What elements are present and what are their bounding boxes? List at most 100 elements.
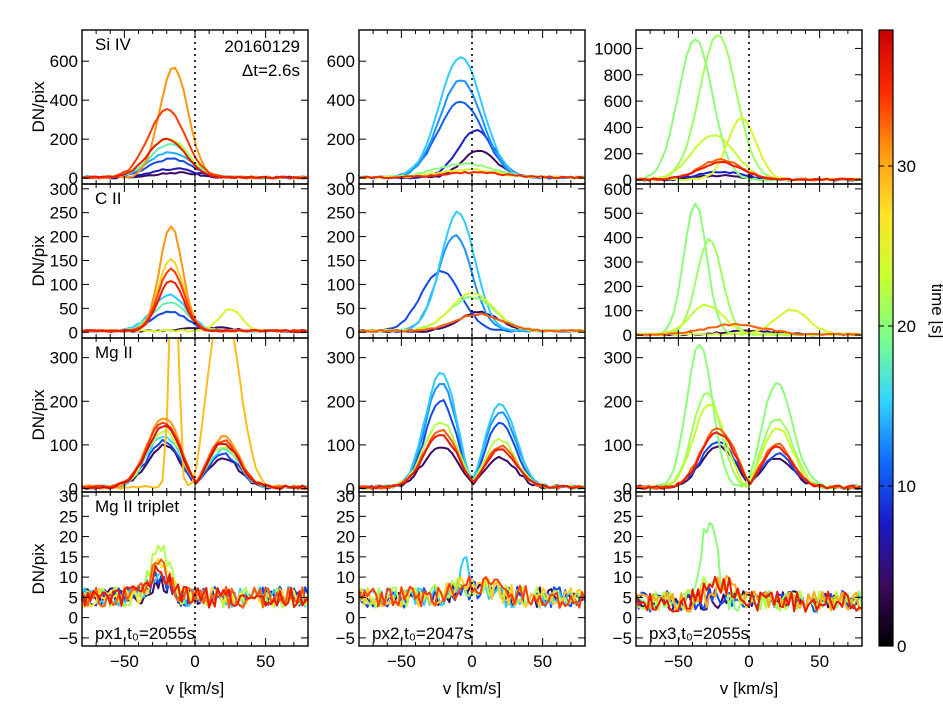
series-line — [359, 171, 584, 179]
y-tick-label: 5 — [69, 588, 78, 607]
panel: 0 200 400 600 — [327, 29, 586, 188]
y-tick-label: 0 — [346, 480, 355, 499]
x-tick-label: 50 — [256, 652, 275, 671]
y-tick-label: 200 — [327, 228, 355, 247]
series-line — [636, 431, 862, 490]
panel: 0 50 100 150 200 250 300 — [327, 180, 586, 342]
y-tick-label: 600 — [604, 92, 632, 111]
series-group — [359, 556, 585, 609]
line-title: Mg II — [95, 343, 133, 362]
y-tick-label: −5 — [336, 629, 355, 648]
y-tick-label: 200 — [50, 392, 78, 411]
x-tick-label: −50 — [387, 652, 416, 671]
row4-ylabel: DN/pix — [29, 543, 48, 595]
y-tick-label: 600 — [604, 180, 632, 199]
line-title: C II — [95, 189, 121, 208]
x-tick-label: 0 — [744, 652, 753, 671]
y-tick-label: 50 — [59, 299, 78, 318]
line-title: Mg II triplet — [95, 497, 179, 516]
y-tick-label: 0 — [69, 480, 78, 499]
colorbar-tick-label: 20 — [897, 317, 916, 336]
panel-frame — [635, 337, 863, 493]
y-tick-label: 10 — [336, 568, 355, 587]
y-tick-label: 400 — [604, 118, 632, 137]
y-tick-label: 0 — [69, 609, 78, 628]
y-tick-label: 200 — [604, 392, 632, 411]
panel-frame — [635, 491, 863, 647]
y-tick-label: 15 — [613, 548, 632, 567]
y-tick-label: 200 — [604, 145, 632, 164]
y-tick-label: 15 — [336, 548, 355, 567]
y-tick-label: 20 — [59, 528, 78, 547]
y-tick-label: 200 — [327, 130, 355, 149]
y-tick-label: 200 — [50, 228, 78, 247]
series-line — [82, 137, 307, 180]
y-tick-label: 100 — [50, 275, 78, 294]
line-title: Si IV — [95, 35, 132, 54]
y-tick-label: 25 — [613, 507, 632, 526]
pixel-time-label: px3,t₀=2055s — [649, 624, 749, 643]
y-tick-label: 100 — [327, 275, 355, 294]
series-line — [636, 34, 861, 182]
colorbar-tick-label: 10 — [897, 477, 916, 496]
panel: 0 100 200 300 — [604, 337, 863, 499]
colorbar-tick-label: 0 — [897, 637, 906, 656]
x-tick-label: 50 — [533, 652, 552, 671]
y-tick-label: −5 — [613, 629, 632, 648]
y-tick-label: 0 — [623, 326, 632, 345]
series-line — [636, 161, 861, 182]
series-line — [82, 293, 307, 333]
y-tick-label: 5 — [346, 588, 355, 607]
y-tick-label: 0 — [346, 609, 355, 628]
series-line — [636, 575, 862, 613]
y-tick-label: 30 — [59, 487, 78, 506]
panel: 0 100 200 300 Mg II — [50, 337, 309, 499]
panel: 0 100 200 300 — [327, 337, 586, 499]
y-tick-label: 5 — [623, 588, 632, 607]
pixel-time-label: px1,t₀=2055s — [95, 624, 195, 643]
series-line — [82, 424, 308, 490]
series-group — [636, 521, 862, 613]
y-tick-label: 30 — [336, 487, 355, 506]
colorbar-gradient — [878, 29, 894, 647]
y-tick-label: 20 — [336, 528, 355, 547]
x-tick-label: 0 — [467, 652, 476, 671]
x-tick-label: 0 — [190, 652, 199, 671]
y-tick-label: 50 — [336, 299, 355, 318]
y-tick-label: 300 — [50, 180, 78, 199]
row1-ylabel: DN/pix — [29, 81, 48, 133]
y-tick-label: 0 — [623, 480, 632, 499]
y-tick-label: 100 — [604, 436, 632, 455]
series-line — [359, 434, 584, 490]
panel-frame — [358, 337, 586, 493]
series-line — [359, 575, 585, 609]
y-tick-label: 20 — [613, 528, 632, 547]
panel: 0 100 200 300 400 500 600 — [604, 180, 863, 345]
y-tick-label: 500 — [604, 204, 632, 223]
series-group — [359, 56, 584, 180]
col2-xlabel: v [km/s] — [443, 679, 502, 698]
y-tick-label: 300 — [327, 349, 355, 368]
panel-frame — [635, 29, 863, 185]
y-tick-label: 400 — [604, 229, 632, 248]
y-tick-label: 100 — [327, 436, 355, 455]
pixel-time-label: px2,t₀=2047s — [372, 624, 472, 643]
y-tick-label: 15 — [59, 548, 78, 567]
series-line — [359, 56, 584, 179]
panel: 0 200 400 600 800 1000 — [594, 29, 863, 190]
y-tick-label: 300 — [604, 253, 632, 272]
y-tick-label: 100 — [50, 436, 78, 455]
series-group — [82, 338, 308, 490]
series-line — [359, 129, 584, 180]
x-tick-label: −50 — [664, 652, 693, 671]
x-tick-label: −50 — [110, 652, 139, 671]
y-tick-label: 800 — [604, 66, 632, 85]
panel: 0 50 100 150 200 250 300 C II — [50, 180, 309, 342]
y-tick-label: 100 — [604, 302, 632, 321]
panel-frame — [635, 183, 863, 339]
